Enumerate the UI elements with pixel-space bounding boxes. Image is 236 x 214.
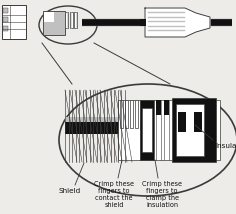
- Polygon shape: [145, 8, 210, 37]
- Bar: [120, 100, 123, 128]
- Text: Insulation: Insulation: [215, 143, 236, 149]
- Bar: [172, 98, 216, 162]
- Bar: [3, 17, 8, 22]
- Bar: [65, 122, 145, 130]
- Bar: [135, 100, 138, 128]
- Bar: [3, 8, 8, 13]
- Bar: [74, 12, 77, 28]
- Bar: [69, 12, 72, 28]
- Bar: [118, 100, 140, 160]
- Bar: [140, 19, 146, 26]
- Bar: [65, 12, 68, 28]
- Text: Crimp these
fingers to
contact the
shield: Crimp these fingers to contact the shiel…: [94, 181, 134, 208]
- Bar: [65, 120, 120, 134]
- Bar: [125, 100, 128, 128]
- Bar: [65, 117, 145, 123]
- Text: Crimp these
fingers to
clamp the
insulation: Crimp these fingers to clamp the insulat…: [142, 181, 182, 208]
- Bar: [130, 100, 133, 128]
- Bar: [156, 100, 161, 160]
- Bar: [82, 19, 232, 26]
- Bar: [65, 123, 145, 127]
- Bar: [178, 112, 186, 132]
- Bar: [2, 5, 26, 39]
- Bar: [118, 100, 220, 160]
- Bar: [164, 100, 169, 115]
- Bar: [156, 100, 161, 115]
- Bar: [164, 100, 169, 160]
- Bar: [142, 108, 152, 152]
- Bar: [194, 112, 202, 132]
- Bar: [140, 100, 154, 160]
- Bar: [3, 26, 8, 31]
- Bar: [43, 11, 65, 35]
- Bar: [118, 100, 220, 160]
- Bar: [44, 12, 54, 22]
- Bar: [176, 104, 204, 156]
- Text: Shield: Shield: [59, 188, 81, 194]
